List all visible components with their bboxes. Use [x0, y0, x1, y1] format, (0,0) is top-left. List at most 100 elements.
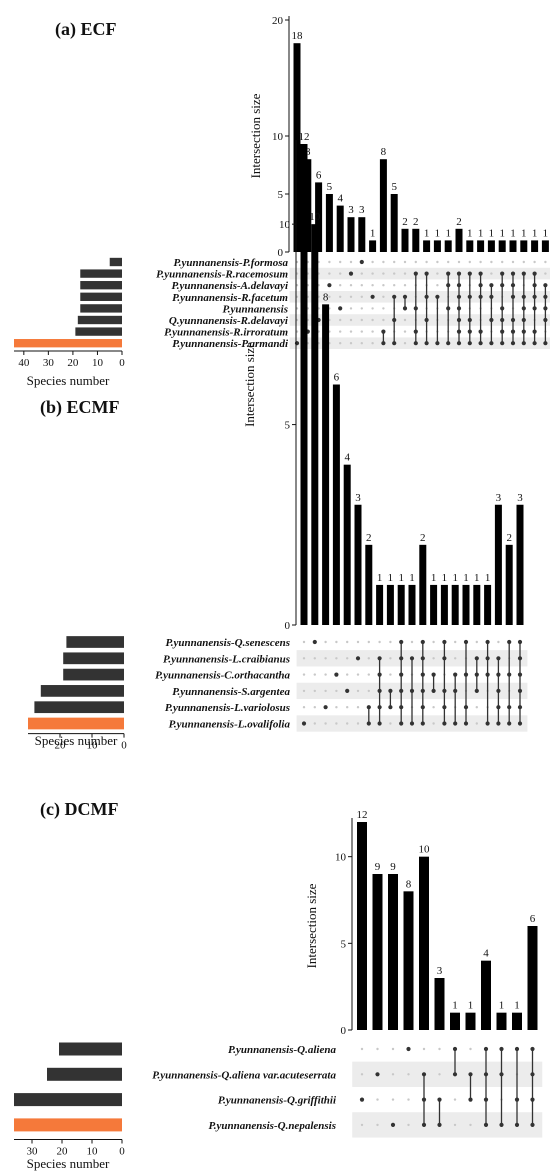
matrix-dot-empty — [339, 318, 342, 322]
matrix-dot-empty — [403, 272, 407, 275]
matrix-dot-empty — [393, 284, 396, 287]
intersection-bar-label: 1 — [452, 572, 458, 584]
intersection-bar — [444, 240, 452, 252]
matrix-dot-empty — [490, 260, 493, 264]
matrix-dot-filled — [532, 329, 537, 334]
matrix-dot-filled — [514, 1046, 520, 1052]
matrix-dot-filled — [301, 721, 307, 726]
matrix-dot-filled — [338, 306, 343, 311]
matrix-dot-filled — [507, 721, 512, 726]
set-tick-label: 40 — [18, 357, 30, 369]
set-tick-label: 0 — [119, 1146, 125, 1158]
matrix-dot-filled — [409, 721, 415, 726]
intersection-bar-label: 3 — [359, 204, 365, 216]
matrix-dot-filled — [456, 341, 462, 346]
matrix-dot-filled — [485, 721, 490, 726]
matrix-dot-filled — [435, 294, 440, 299]
matrix-dot-empty — [367, 657, 370, 660]
matrix-dot-filled — [424, 294, 429, 299]
intersection-bar-label: 9 — [375, 861, 381, 873]
matrix-dot-empty — [328, 260, 331, 264]
matrix-dot-filled — [532, 294, 537, 299]
matrix-dot-empty — [479, 260, 482, 264]
matrix-dot-filled — [377, 705, 382, 710]
matrix-dot-filled — [366, 721, 371, 726]
matrix-dot-filled — [489, 341, 494, 346]
intersection-bar — [434, 978, 445, 1030]
set-size-bar — [59, 1042, 122, 1056]
matrix-dot-filled — [507, 639, 512, 645]
matrix-dot-empty — [382, 318, 385, 322]
intersection-bar — [462, 584, 470, 625]
matrix-dot-empty — [302, 673, 306, 676]
matrix-dot-filled — [424, 341, 429, 346]
intersection-bar-label: 4 — [344, 452, 350, 464]
set-name-label: P.yunnanensis-L.ovalifolia — [169, 719, 291, 731]
set-size-bar — [80, 304, 122, 313]
matrix-dot-filled — [499, 1122, 504, 1127]
matrix-dot-filled — [420, 688, 425, 694]
matrix-row-stripe — [289, 337, 550, 349]
matrix-dot-empty — [378, 640, 381, 644]
set-size-bar — [80, 269, 122, 278]
intersection-bar-label: 5 — [391, 181, 397, 193]
matrix-dot-filled — [359, 259, 364, 265]
intersection-bar — [477, 240, 485, 252]
matrix-dot-empty — [339, 295, 342, 298]
matrix-dot-empty — [346, 706, 349, 709]
matrix-dot-filled — [499, 1072, 504, 1077]
matrix-dot-empty — [328, 272, 331, 275]
matrix-dot-filled — [424, 317, 429, 323]
intersection-bar — [450, 1012, 460, 1030]
matrix-dot-empty — [360, 284, 363, 287]
intersection-bar — [388, 874, 398, 1030]
intersection-bar — [433, 240, 441, 252]
intersection-bar-label: 8 — [323, 291, 329, 303]
set-tick-label: 20 — [55, 740, 67, 752]
matrix-dot-empty — [339, 284, 342, 287]
matrix-dot-filled — [456, 271, 462, 276]
matrix-dot-empty — [349, 318, 353, 322]
matrix-dot-filled — [532, 306, 537, 311]
set-tick-label: 20 — [67, 357, 79, 369]
matrix-dot-empty — [324, 673, 327, 676]
matrix-dot-empty — [360, 272, 363, 275]
intersection-bar-label: 2 — [506, 532, 512, 544]
matrix-dot-filled — [530, 1097, 535, 1102]
intersection-bar-label: 3 — [517, 492, 523, 504]
matrix-dot-filled — [437, 1122, 442, 1127]
matrix-dot-empty — [432, 640, 435, 644]
intersection-bar — [451, 584, 459, 625]
matrix-dot-empty — [335, 640, 338, 644]
matrix-dot-filled — [456, 294, 462, 299]
intersection-bar — [408, 584, 416, 625]
intersection-bar-label: 2 — [420, 532, 426, 544]
matrix-dot-empty — [346, 657, 349, 660]
matrix-dot-empty — [407, 1098, 410, 1101]
set-size-bar — [34, 701, 124, 714]
set-name-label: P.yunnanensis-R.racemosum — [156, 269, 288, 281]
set-name-label: P.yunnanensis-P.formosa — [173, 257, 288, 269]
matrix-dot-empty — [339, 272, 342, 275]
matrix-dot-empty — [393, 272, 396, 275]
matrix-dot-filled — [402, 306, 408, 311]
y-tick-label: 20 — [272, 15, 284, 27]
intersection-bar-label: 12 — [357, 809, 368, 821]
matrix-dot-filled — [399, 656, 404, 661]
matrix-dot-filled — [456, 329, 462, 334]
matrix-dot-empty — [391, 1098, 395, 1101]
matrix-dot-filled — [485, 656, 490, 661]
matrix-dot-empty — [313, 689, 316, 693]
matrix-dot-empty — [414, 260, 417, 264]
matrix-dot-filled — [327, 283, 332, 288]
matrix-dot-filled — [452, 1046, 458, 1052]
matrix-dot-empty — [356, 673, 360, 676]
matrix-dot-filled — [530, 1072, 535, 1077]
matrix-dot-filled — [366, 705, 371, 710]
matrix-dot-filled — [517, 656, 523, 661]
matrix-dot-filled — [392, 317, 397, 323]
intersection-bar-label: 1 — [521, 227, 527, 239]
matrix-dot-empty — [447, 260, 450, 264]
intersection-bar-label: 1 — [489, 227, 495, 239]
